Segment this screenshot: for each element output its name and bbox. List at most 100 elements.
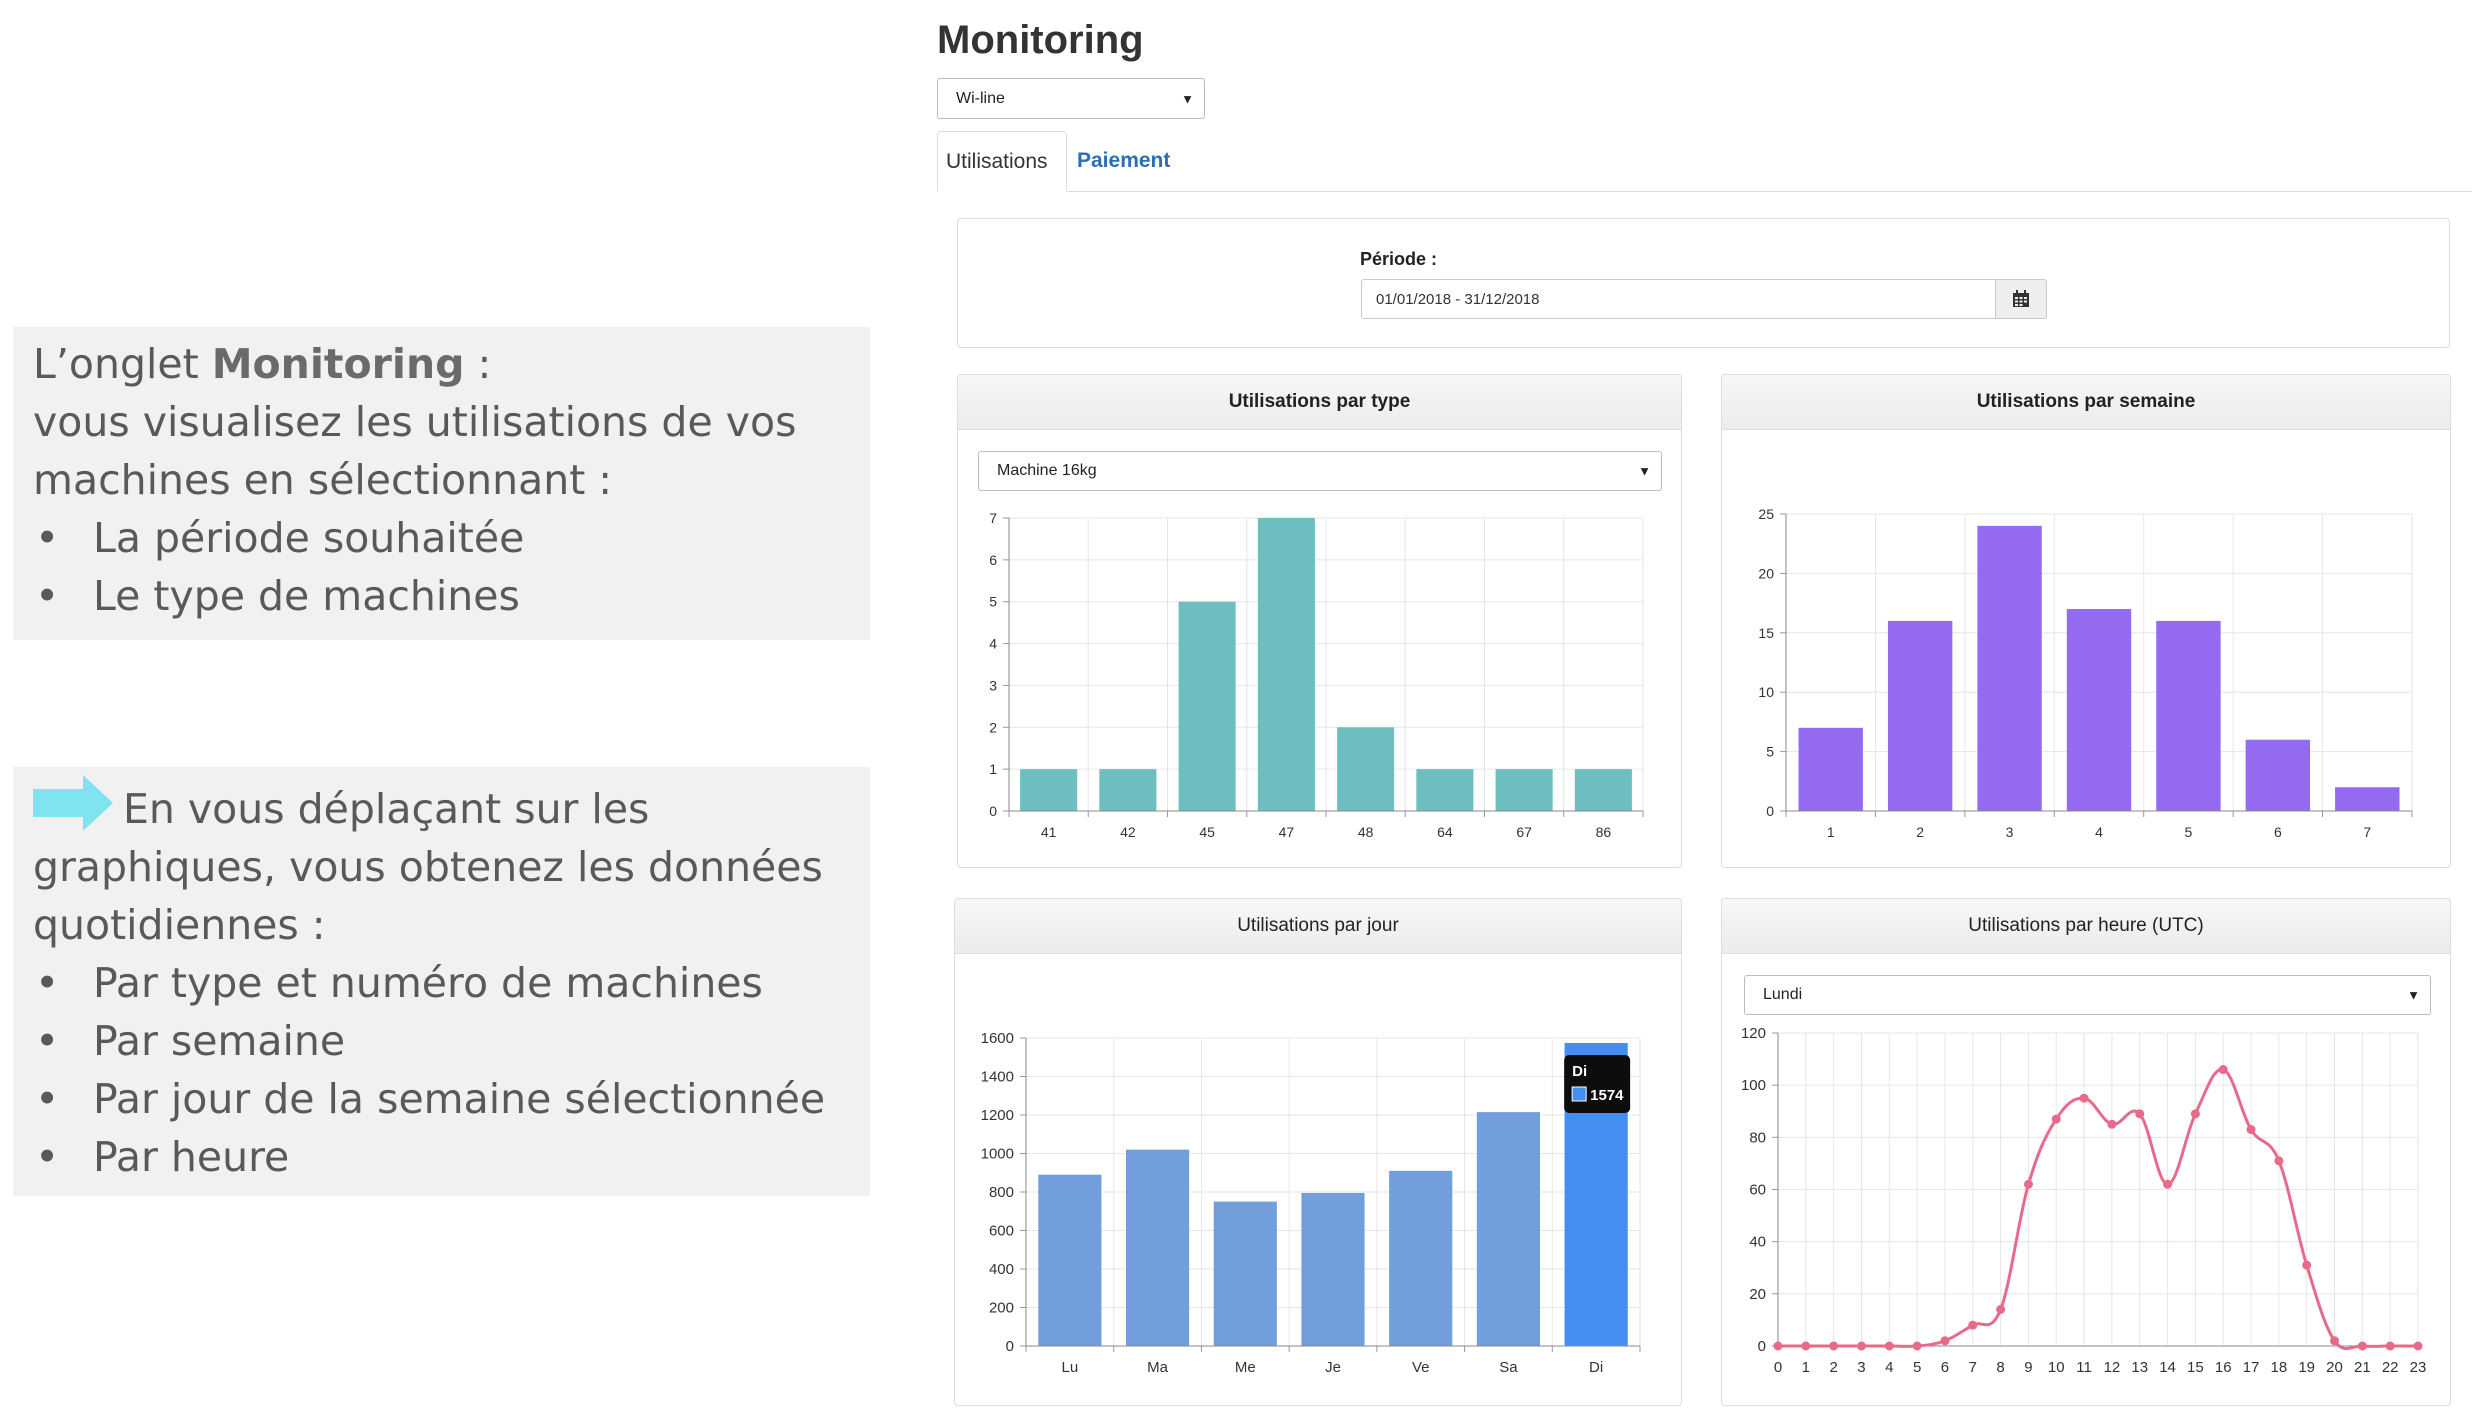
point-hour-4 <box>1884 1341 1894 1351</box>
y-tick-label: 0 <box>1758 1338 1766 1355</box>
point-hour-5 <box>1912 1341 1922 1351</box>
x-tick-label: 86 <box>1596 824 1612 840</box>
point-hour-8 <box>1996 1304 2006 1314</box>
y-tick-label: 400 <box>989 1261 1014 1278</box>
machine-type-select[interactable]: Machine 16kg ▼ <box>978 451 1662 491</box>
bar-2 <box>1887 620 1953 811</box>
chart-utilisations-par-semaine[interactable]: 0 5 10 15 20 25 1 2 3 4 5 6 7 <box>1722 375 2451 868</box>
point-hour-12 <box>2107 1119 2117 1129</box>
x-tick-label: 7 <box>1969 1359 1977 1376</box>
day-select[interactable]: Lundi ▼ <box>1744 975 2431 1015</box>
y-tick-label: 1 <box>989 761 997 777</box>
annotation-list-item: Par heure <box>33 1128 850 1186</box>
x-tick-label: 9 <box>2024 1359 2032 1376</box>
x-tick-label: 3 <box>1857 1359 1865 1376</box>
x-tick-label: 15 <box>2187 1359 2204 1376</box>
x-tick-label: Me <box>1235 1359 1256 1376</box>
x-tick-label: 11 <box>2076 1359 2092 1376</box>
bar-67 <box>1495 769 1553 811</box>
y-tick-label: 0 <box>989 803 997 819</box>
bar-86 <box>1574 769 1632 811</box>
point-hour-11 <box>2079 1093 2089 1103</box>
x-tick-label: 5 <box>1913 1359 1921 1376</box>
annotation-charts-hover: En vous déplaçant sur les graphiques, vo… <box>13 767 870 1196</box>
annotation-list: Par type et numéro de machines Par semai… <box>33 954 850 1186</box>
annotation-list-item: La période souhaitée <box>33 509 850 567</box>
x-tick-label: 4 <box>1885 1359 1893 1376</box>
point-hour-10 <box>2051 1114 2061 1124</box>
x-tick-label: 2 <box>1916 824 1924 840</box>
site-select[interactable]: Wi-line ▼ <box>937 78 1205 119</box>
point-hour-0 <box>1773 1341 1783 1351</box>
x-tick-label: Sa <box>1499 1359 1518 1376</box>
point-hour-7 <box>1968 1320 1978 1330</box>
y-tick-label: 6 <box>989 552 997 568</box>
bar-5 <box>2156 620 2221 811</box>
series-line <box>1778 1068 2418 1351</box>
calendar-icon <box>2013 290 2029 307</box>
point-hour-21 <box>2357 1341 2367 1351</box>
tooltip-swatch <box>1571 1086 1587 1102</box>
annotation-list-item: Par type et numéro de machines <box>33 954 850 1012</box>
y-tick-label: 7 <box>989 510 997 526</box>
x-tick-label: 13 <box>2131 1359 2148 1376</box>
bar-41 <box>1020 769 1078 811</box>
annotation-text: L’onglet <box>33 340 212 388</box>
bar-64 <box>1416 769 1474 811</box>
bar-Je <box>1301 1192 1365 1346</box>
y-tick-label: 20 <box>1758 565 1774 581</box>
annotation-text: vous visualisez les utilisations de vos … <box>33 398 797 504</box>
page-title: Monitoring <box>937 18 1144 62</box>
point-hour-23 <box>2413 1341 2423 1351</box>
y-tick-label: 3 <box>989 677 997 693</box>
point-hour-15 <box>2190 1109 2200 1119</box>
x-tick-label: 18 <box>2271 1359 2288 1376</box>
tab-utilisations[interactable]: Utilisations <box>937 131 1067 192</box>
periode-date-range-input[interactable]: 01/01/2018 - 31/12/2018 <box>1361 279 1996 319</box>
periode-calendar-button[interactable] <box>1995 279 2047 319</box>
x-tick-label: 22 <box>2382 1359 2399 1376</box>
chart-utilisations-par-jour[interactable]: 0 200 400 600 800 1000 1200 1400 1600 Lu Ma Me Je Ve S… <box>955 899 1682 1406</box>
y-tick-label: 0 <box>1766 803 1774 819</box>
y-tick-label: 0 <box>1006 1338 1014 1355</box>
bar-Lu <box>1038 1174 1102 1346</box>
x-tick-label: 41 <box>1041 824 1057 840</box>
caret-down-icon: ▼ <box>1181 91 1194 106</box>
x-tick-label: 45 <box>1199 824 1215 840</box>
x-tick-label: 5 <box>2185 824 2193 840</box>
annotation-text: : <box>464 340 492 388</box>
panel-utilisations-par-jour: Utilisations par jour 0 200 400 600 800 1000 1… <box>954 898 1682 1406</box>
point-hour-3 <box>1856 1341 1866 1351</box>
annotation-bold-text: Monitoring <box>211 340 465 388</box>
x-tick-label: 19 <box>2298 1359 2315 1376</box>
y-tick-label: 1400 <box>981 1069 1014 1086</box>
bar-3 <box>1977 525 2042 811</box>
panel-utilisations-par-semaine: Utilisations par semaine 0 5 10 15 20 25 1 2 3 4 5… <box>1721 374 2451 868</box>
y-tick-label: 4 <box>989 636 997 652</box>
bar-4 <box>2066 609 2132 811</box>
tab-paiement[interactable]: Paiement <box>1077 149 1171 172</box>
panel-title: Utilisations par semaine <box>1722 375 2450 430</box>
bar-45 <box>1178 601 1236 811</box>
x-tick-label: 23 <box>2410 1359 2427 1376</box>
panel-utilisations-par-type: Utilisations par type Machine 16kg ▼ 0 1 2… <box>957 374 1682 868</box>
y-tick-label: 1000 <box>981 1146 1014 1163</box>
y-tick-label: 15 <box>1758 625 1774 641</box>
point-hour-19 <box>2302 1260 2312 1270</box>
point-hour-6 <box>1940 1336 1950 1346</box>
y-tick-label: 5 <box>989 594 997 610</box>
x-tick-label: Ve <box>1412 1359 1430 1376</box>
machine-type-select-value: Machine 16kg <box>997 462 1097 479</box>
bar-Me <box>1213 1201 1277 1346</box>
y-tick-label: 10 <box>1758 684 1774 700</box>
annotation-list-item: Par semaine <box>33 1012 850 1070</box>
y-tick-label: 25 <box>1758 506 1774 522</box>
x-tick-label: Ma <box>1147 1359 1168 1376</box>
bar-47 <box>1257 518 1315 811</box>
x-tick-label: 67 <box>1516 824 1532 840</box>
panel-title: Utilisations par jour <box>955 899 1681 954</box>
day-select-value: Lundi <box>1763 986 1803 1003</box>
x-tick-label: 14 <box>2159 1359 2176 1376</box>
